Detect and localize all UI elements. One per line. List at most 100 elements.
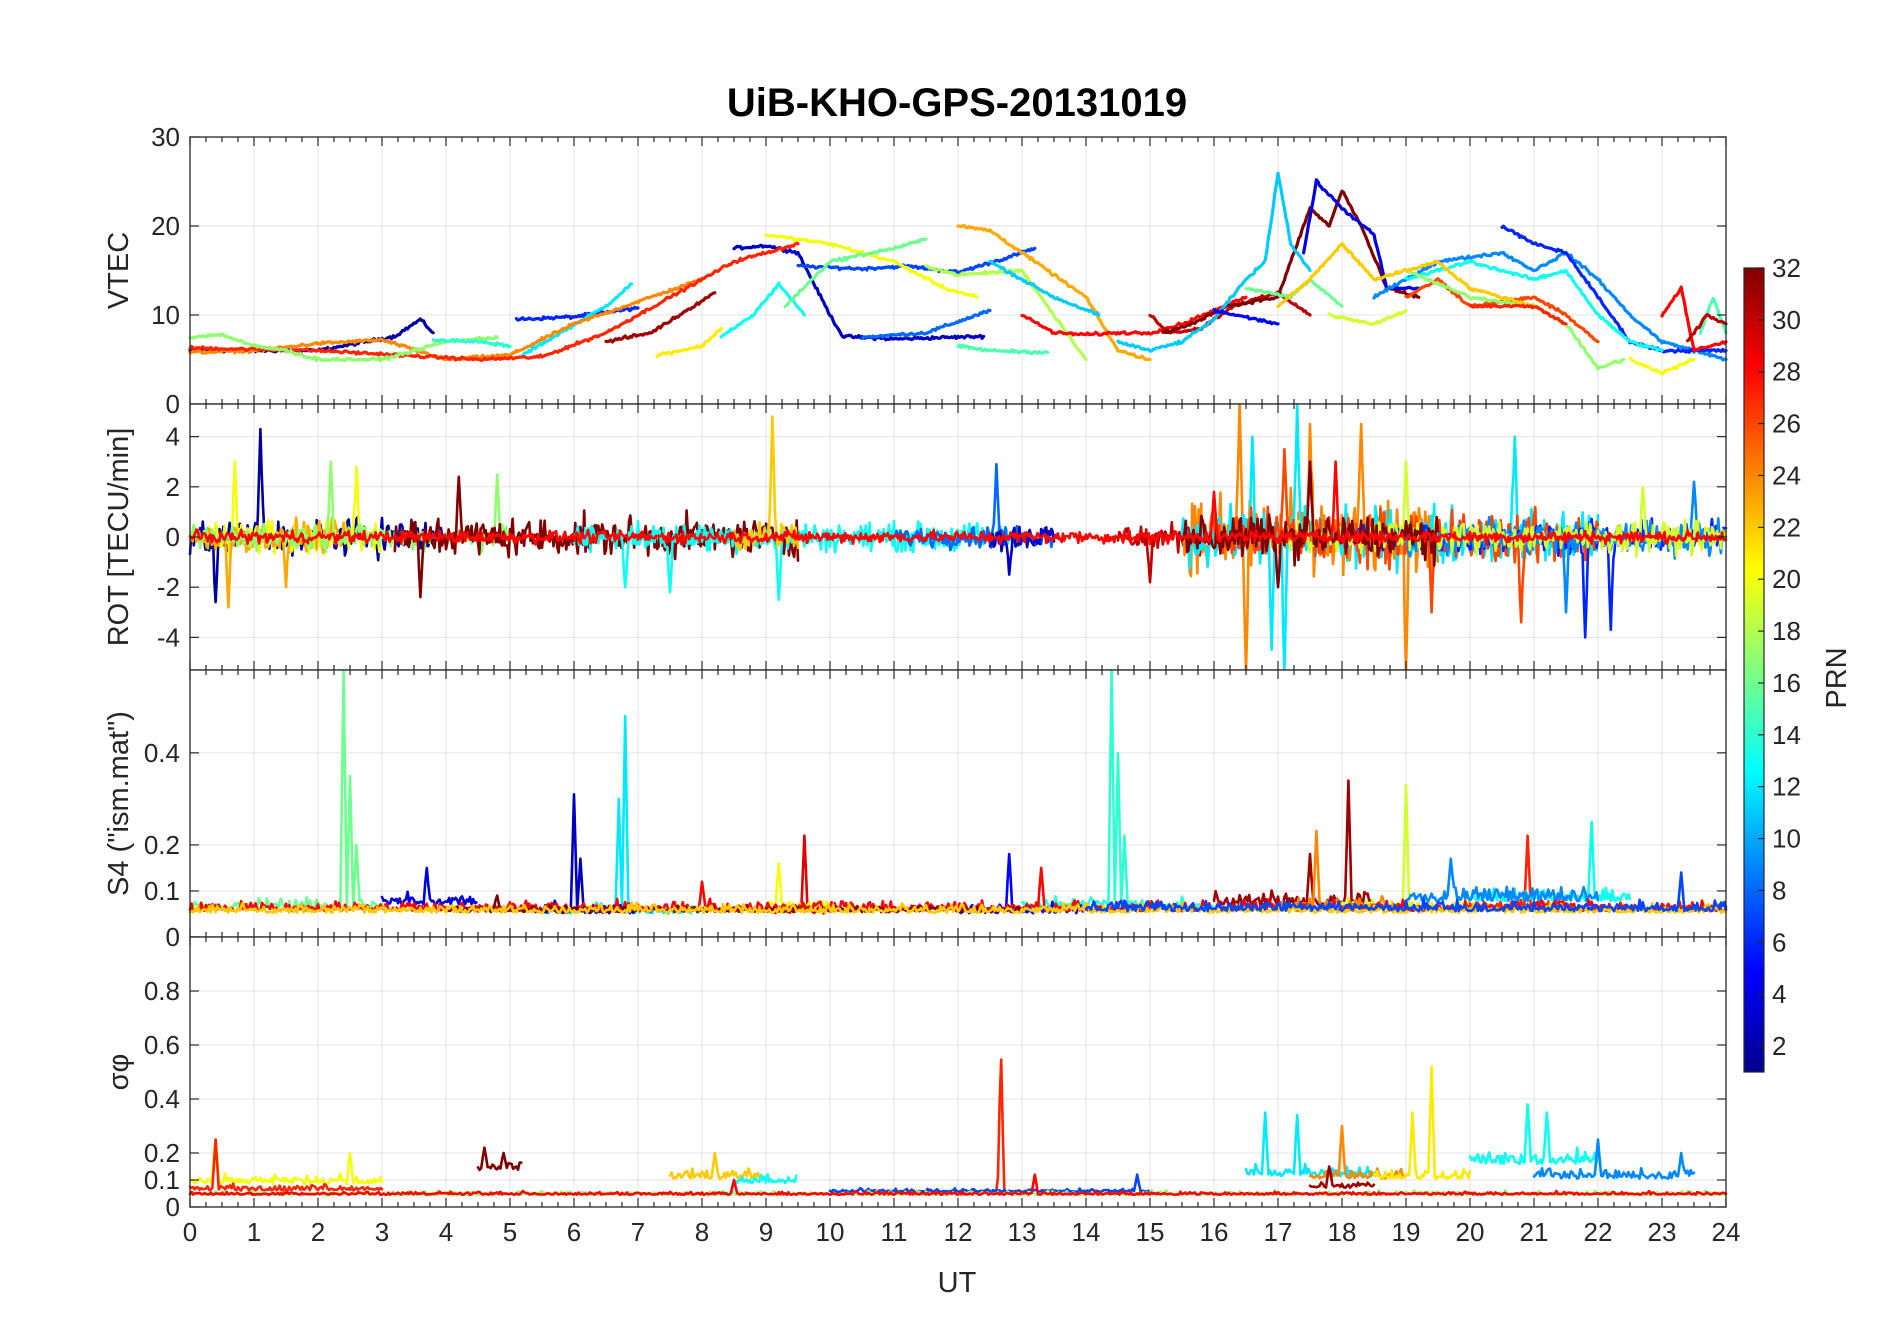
- x-tick-label: 20: [1456, 1217, 1485, 1247]
- y-tick-label: 0: [166, 1192, 180, 1222]
- series-prn-4: [1302, 178, 1421, 291]
- x-tick-label: 14: [1072, 1217, 1101, 1247]
- series-prn-5: [1212, 308, 1280, 326]
- colorbar-frame: [1743, 267, 1765, 1073]
- x-tick-label: 12: [944, 1217, 973, 1247]
- series-prn-31: [1308, 1165, 1376, 1190]
- series-prn-26: [1212, 447, 1600, 624]
- y-tick-label: 0: [166, 922, 180, 952]
- panel-rot: -4 -2 0 2 4 ROT [TECU/min]: [103, 402, 1728, 672]
- colorbar-tick-label: 14: [1772, 720, 1801, 750]
- series-prn-22: [1276, 242, 1536, 309]
- series-prn-27: [1468, 303, 1568, 326]
- x-tick-label: 24: [1712, 1217, 1741, 1247]
- series-prn-4: [380, 866, 478, 906]
- y-tick-label: 10: [151, 300, 180, 330]
- colorbar-gradient: [1744, 268, 1764, 1072]
- x-axis-label: UT: [938, 1267, 977, 1299]
- panel-s4-series: [188, 668, 1728, 915]
- y-tick-label: 0: [166, 522, 180, 552]
- series-prn-23: [956, 224, 1152, 362]
- panel-sigma_phi-series: [188, 1058, 1728, 1197]
- y-tick-label: 0.2: [144, 1138, 180, 1168]
- panel-s4-ylabel: S4 ("ism.mat"): [103, 711, 135, 896]
- series-prn-9: [1404, 857, 1600, 903]
- colorbar-tick-label: 18: [1772, 616, 1801, 646]
- colorbar-tick-label: 4: [1772, 979, 1786, 1009]
- series-prn-31: [604, 291, 717, 344]
- x-tick-label: 18: [1328, 1217, 1357, 1247]
- series-prn-21: [1372, 1065, 1472, 1180]
- x-tick-label: 22: [1584, 1217, 1613, 1247]
- colorbar-tick-label: 16: [1772, 668, 1801, 698]
- x-tick-label: 8: [695, 1217, 709, 1247]
- y-tick-label: 0.1: [144, 1165, 180, 1195]
- series-prn-17: [1404, 269, 1626, 371]
- colorbar-label: PRN: [1821, 647, 1853, 708]
- colorbar-tick-label: 30: [1772, 305, 1801, 335]
- series-prn-32: [476, 1146, 523, 1172]
- colorbar-tick-label: 26: [1772, 409, 1801, 439]
- series-prn-16: [783, 237, 928, 309]
- colorbar-tick-label: 10: [1772, 824, 1801, 854]
- colorbar-tick-label: 22: [1772, 512, 1801, 542]
- series-prn-13: [1468, 1103, 1600, 1166]
- x-tick-label: 4: [439, 1217, 453, 1247]
- y-tick-label: 2: [166, 472, 180, 502]
- series-prn-7: [796, 246, 1037, 275]
- chart-title: UiB-KHO-GPS-20131019: [727, 81, 1187, 125]
- panel-rot-ticks: -4 -2 0 2 4: [157, 404, 1727, 670]
- x-tick-label: 7: [631, 1217, 645, 1247]
- series-prn-19: [1327, 309, 1408, 327]
- x-tick-label: 9: [759, 1217, 773, 1247]
- series-prn-9: [1532, 1138, 1696, 1180]
- panel-sigma_phi: 00.10.2 0.4 0.6 0.8 σφ: [103, 936, 1728, 1222]
- colorbar-tick-label: 2: [1772, 1031, 1786, 1061]
- series-prn-22: [668, 1151, 766, 1180]
- y-tick-label: 4: [166, 422, 180, 452]
- x-tick-label: 11: [881, 1217, 908, 1247]
- series-prn-6: [1500, 224, 1728, 354]
- series-prn-20: [764, 233, 979, 299]
- y-tick-label: 0.4: [144, 738, 180, 768]
- series-prn-13: [732, 1173, 798, 1185]
- series-prn-20: [1628, 356, 1696, 376]
- series-prn-11: [988, 259, 1101, 317]
- y-tick-label: 0.8: [144, 976, 180, 1006]
- x-tick-label: 19: [1392, 1217, 1421, 1247]
- x-tick-label: 13: [1008, 1217, 1037, 1247]
- series-prn-21: [655, 326, 723, 359]
- series-prn-7: [1084, 871, 1728, 913]
- series-prn-28: [188, 1173, 1728, 1196]
- series-prn-30: [1686, 313, 1728, 343]
- colorbar-tick-label: 20: [1772, 564, 1801, 594]
- y-tick-label: -4: [157, 622, 180, 652]
- panel-vtec-ylabel: VTEC: [103, 232, 135, 309]
- x-tick-label: 21: [1520, 1217, 1549, 1247]
- y-tick-label: 0.6: [144, 1030, 180, 1060]
- panel-vtec: 0 10 20 30 VTEC: [103, 122, 1728, 419]
- series-prn-32: [1161, 189, 1421, 335]
- panel-sigma_phi-ylabel: σφ: [103, 1054, 135, 1091]
- x-tick-label: 17: [1264, 1217, 1293, 1247]
- x-tick-label: 5: [503, 1217, 517, 1247]
- series-prn-8: [860, 308, 992, 341]
- colorbar-tick-label: 12: [1772, 772, 1801, 802]
- x-tick-label: 0: [183, 1217, 197, 1247]
- x-tick-label: 23: [1648, 1217, 1677, 1247]
- x-tick-label: 1: [247, 1217, 261, 1247]
- x-tick-label: 6: [567, 1217, 581, 1247]
- y-tick-label: -2: [157, 572, 180, 602]
- y-tick-label: 0: [166, 389, 180, 419]
- series-prn-32: [1180, 460, 1440, 589]
- panel-rot-series: [188, 402, 1728, 672]
- panel-s4: 0 0.1 0.2 0.4 S4 ("ism.mat"): [103, 668, 1728, 952]
- y-tick-label: 0.1: [144, 876, 180, 906]
- x-tick-label: 15: [1136, 1217, 1165, 1247]
- panel-sigma_phi-ticks: 00.10.2 0.4 0.6 0.8: [144, 937, 1727, 1222]
- series-prn-27: [188, 1138, 384, 1192]
